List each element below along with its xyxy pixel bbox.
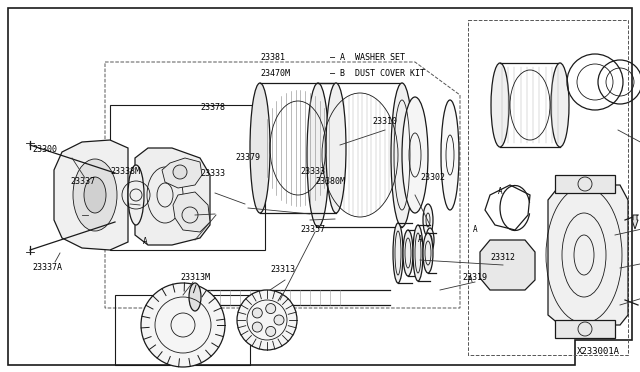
Polygon shape [480,240,535,290]
Ellipse shape [402,97,428,213]
Text: 23310: 23310 [372,118,397,126]
Circle shape [173,165,187,179]
Ellipse shape [426,228,434,252]
Ellipse shape [128,165,144,225]
Text: 23300: 23300 [32,145,57,154]
Polygon shape [548,185,628,325]
Ellipse shape [551,63,569,147]
Text: 23313: 23313 [270,266,295,275]
Text: 23470M: 23470M [260,70,290,78]
FancyArrow shape [632,215,638,229]
Bar [555,320,615,338]
Circle shape [252,308,262,318]
Text: A: A [473,225,477,234]
Ellipse shape [84,177,106,213]
Ellipse shape [423,204,433,236]
Text: 23379: 23379 [235,153,260,161]
Text: 23338M: 23338M [110,167,140,176]
Ellipse shape [391,83,413,227]
Polygon shape [135,148,210,245]
Circle shape [237,290,297,350]
Text: 23357: 23357 [300,225,325,234]
Circle shape [266,326,276,336]
Bar [555,175,615,193]
Text: — A  WASHER SET: — A WASHER SET [330,54,405,62]
Text: 23313M: 23313M [180,273,210,282]
Polygon shape [173,192,210,232]
Circle shape [274,315,284,325]
Polygon shape [54,140,128,250]
Ellipse shape [250,83,270,213]
Text: 23333: 23333 [300,167,325,176]
Ellipse shape [423,233,433,273]
Text: A: A [498,187,502,196]
Text: 23319: 23319 [462,273,487,282]
Ellipse shape [403,230,413,276]
Text: 23337A: 23337A [32,263,62,272]
Ellipse shape [189,283,201,311]
Text: A: A [418,235,422,244]
Ellipse shape [393,223,403,283]
Text: 23302: 23302 [420,173,445,183]
Circle shape [252,322,262,332]
Text: A: A [143,237,147,247]
Circle shape [266,304,276,314]
Text: A: A [468,276,472,285]
Ellipse shape [73,159,117,231]
Text: 23337: 23337 [70,177,95,186]
Ellipse shape [491,63,509,147]
Text: 23312: 23312 [490,253,515,263]
Text: X233001A: X233001A [577,347,620,356]
Polygon shape [162,158,202,188]
Text: 23378: 23378 [200,103,225,112]
Text: 23381: 23381 [260,54,285,62]
Text: — B  DUST COVER KIT: — B DUST COVER KIT [330,70,425,78]
Text: 23380M: 23380M [315,177,345,186]
Polygon shape [8,8,632,365]
Text: 23333: 23333 [200,170,225,179]
Ellipse shape [307,83,329,227]
Ellipse shape [413,225,423,281]
Ellipse shape [326,83,346,213]
Circle shape [141,283,225,367]
Ellipse shape [441,100,459,210]
